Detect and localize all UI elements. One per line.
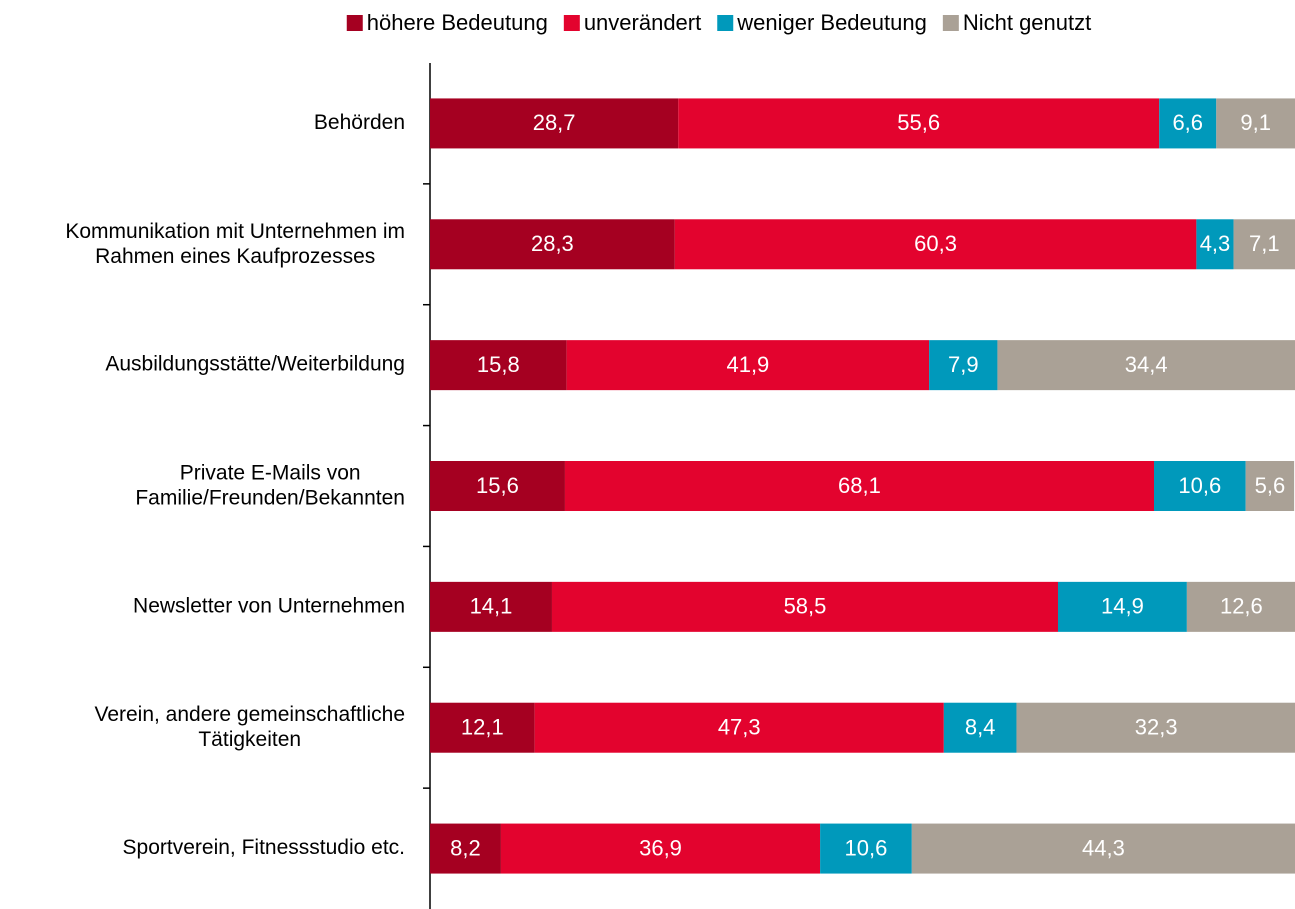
bar-segment [564,461,1155,511]
bar-segment [1233,219,1295,270]
legend-label: Nicht genutzt [963,10,1091,35]
value-label: 41,9 [726,352,769,377]
bar-segment [430,98,679,149]
legend-label: weniger Bedeutung [736,10,927,35]
legend: höhere Bedeutung unverändert weniger Bedeu… [346,10,1091,35]
bar-segment [430,340,567,391]
bar-segment [430,581,552,632]
bar-segment [566,340,930,391]
value-label: 32,3 [1135,715,1178,740]
bar-segment [1216,98,1295,149]
value-label: 6,6 [1172,110,1203,135]
value-label: 7,1 [1249,231,1280,256]
value-label: 9,1 [1240,110,1271,135]
legend-swatch [717,15,734,31]
bar-segment [997,340,1295,391]
value-label: 55,6 [897,110,940,135]
value-label: 7,9 [948,352,979,377]
value-label: 15,6 [476,473,519,498]
bar-segment [1186,581,1295,632]
category-label: Newsletter von Unternehmen [133,594,405,617]
bar-segment [1016,702,1295,753]
value-label: 4,3 [1200,231,1231,256]
value-label: 68,1 [838,473,881,498]
value-label: 58,5 [784,594,827,619]
value-label: 28,7 [533,110,576,135]
value-label: 34,4 [1125,352,1168,377]
value-label: 44,3 [1082,835,1125,860]
legend-swatch [942,15,959,31]
value-label: 60,3 [914,231,957,256]
value-label: 36,9 [639,835,682,860]
bar-segment [1154,461,1246,511]
bar-segment [430,219,675,270]
bar-segment [1057,581,1187,632]
bar-segment [430,461,565,511]
category-label: Kommunikation mit Unternehmen im Rahmen e… [65,219,405,267]
value-label: 8,2 [450,835,481,860]
bar-segment [1196,219,1234,270]
value-label: 47,3 [718,715,761,740]
bar-segment [678,98,1160,149]
bar-segment [943,702,1017,753]
category-label: Sportverein, Fitnessstudio etc. [123,836,405,859]
value-label: 12,6 [1220,594,1263,619]
bar-segment [820,823,912,874]
value-label: 15,8 [477,352,520,377]
bar-segment [1159,98,1217,149]
bar-segment [551,581,1058,632]
legend-swatch [346,15,363,31]
category-label: Private E-Mails von Familie/Freunden/Beka… [135,461,405,509]
value-label: 10,6 [1178,473,1221,498]
bar-segment [430,702,535,753]
legend-label: unverändert [584,10,701,35]
bar-segment [929,340,998,391]
value-label: 14,9 [1101,594,1144,619]
value-label: 14,1 [470,594,513,619]
value-label: 12,1 [461,715,504,740]
value-label: 8,4 [965,715,996,740]
category-label: Behörden [314,111,405,134]
bar-segment [1245,461,1295,511]
legend-label: höhere Bedeutung [367,10,548,35]
category-label: Verein, andere gemeinschaftliche Tätigkei… [94,703,405,751]
value-label: 28,3 [531,231,574,256]
bar-segment [500,823,821,874]
bar-segment [534,702,944,753]
bar-segment [911,823,1295,874]
bar-segment [674,219,1197,270]
legend-swatch [563,15,580,31]
bar-segment [430,823,501,874]
value-label: 10,6 [845,835,888,860]
value-label: 5,6 [1255,473,1286,498]
category-label: Ausbildungsstätte/Weiterbildung [105,353,405,376]
